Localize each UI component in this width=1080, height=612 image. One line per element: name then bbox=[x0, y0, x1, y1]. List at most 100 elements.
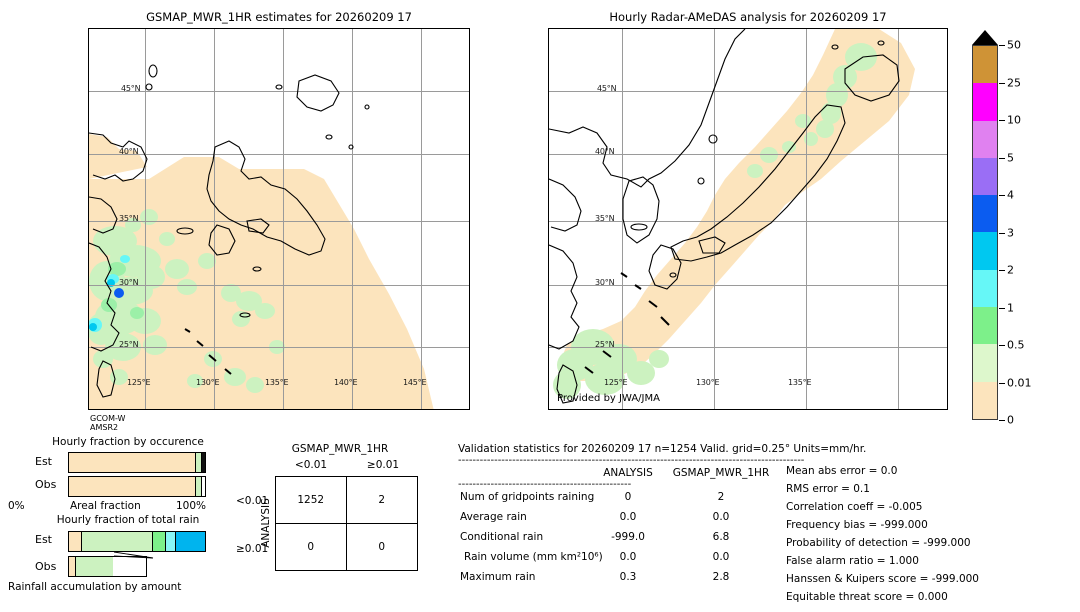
lon-label-130: 130°E bbox=[196, 378, 220, 387]
colorbar-bands bbox=[972, 45, 998, 420]
lat-label-40: 40°N bbox=[595, 147, 615, 156]
error-metric-5: False alarm ratio = 1.000 bbox=[786, 555, 919, 567]
occurrence-est-segment-2 bbox=[202, 453, 205, 472]
sensor-name-label: AMSR2 bbox=[90, 423, 119, 432]
validation-estimate-1: 0.0 bbox=[712, 511, 730, 523]
error-metric-0: Mean abs error = 0.0 bbox=[786, 465, 898, 477]
contingency-row-header-ge: ≥0.01 bbox=[236, 543, 269, 555]
contingency-cell-hit-miss: 1252 bbox=[276, 477, 347, 524]
gridline-lat-25 bbox=[89, 347, 469, 348]
radar-map-canvas: 45°N 40°N 35°N 30°N 25°N 125°E 130°E 135… bbox=[549, 29, 947, 409]
precipitation-colorbar[interactable]: 50 25 10 5 4 3 2 1 0.5 0.01 0 bbox=[968, 30, 1032, 426]
colorbar-label-50: 50 bbox=[1007, 38, 1021, 52]
error-metric-7: Equitable threat score = 0.000 bbox=[786, 591, 948, 603]
total-rain-obs-segment-1 bbox=[76, 557, 114, 576]
contingency-cell-hit: 0 bbox=[378, 540, 386, 553]
contingency-cell-miss: 0 bbox=[276, 523, 347, 570]
gridline-lon-135 bbox=[806, 29, 807, 409]
lat-label-35: 35°N bbox=[595, 214, 615, 223]
gridline-lon-140 bbox=[352, 29, 353, 409]
validation-rule-mid: ----------------------------------------… bbox=[458, 479, 632, 490]
colorbar-tick-1 bbox=[999, 307, 1005, 309]
validation-rule-top: ----------------------------------------… bbox=[458, 455, 805, 466]
total-rain-est-segment-3 bbox=[165, 532, 177, 551]
validation-heading: Validation statistics for 20260209 17 n=… bbox=[458, 443, 867, 455]
colorbar-label-1: 1 bbox=[1007, 301, 1014, 314]
colorbar-band-7 bbox=[973, 307, 997, 345]
colorbar-tick-5 bbox=[999, 157, 1005, 159]
validation-row-label-3: Rain volume (mm km²10⁶) bbox=[464, 551, 603, 563]
gridline-lat-40 bbox=[89, 154, 469, 155]
colorbar-band-1 bbox=[973, 83, 997, 121]
colorbar-band-9 bbox=[973, 381, 997, 419]
peak-rain-pixel bbox=[114, 288, 124, 298]
contingency-table[interactable]: GSMAP_MWR_1HR <0.01 ≥0.01 <0.01 ≥0.01 AN… bbox=[236, 443, 425, 583]
lon-label-125: 125°E bbox=[604, 378, 628, 387]
gridline-lat-35 bbox=[89, 221, 469, 222]
gridline-lon-135 bbox=[283, 29, 284, 409]
colorbar-band-5 bbox=[973, 232, 997, 270]
colorbar-overflow-arrow-icon bbox=[972, 30, 998, 45]
colorbar-label-0.01: 0.01 bbox=[1007, 376, 1032, 389]
validation-row-label-1: Average rain bbox=[460, 511, 527, 523]
contingency-axis-label: ANALYSIS bbox=[259, 498, 272, 548]
lon-label-130: 130°E bbox=[696, 378, 720, 387]
provider-label: Provided by JWA/JMA bbox=[557, 393, 660, 404]
colorbar-label-0: 0 bbox=[1007, 413, 1014, 427]
validation-analysis-2: -999.0 bbox=[611, 531, 645, 543]
bar-connector-lines bbox=[113, 551, 154, 559]
occurrence-row-label-est: Est bbox=[35, 455, 52, 468]
occurrence-row-label-obs: Obs bbox=[35, 478, 57, 491]
total-rain-bar-est[interactable] bbox=[68, 531, 206, 552]
lon-label-135: 135°E bbox=[265, 378, 289, 387]
colorbar-tick-10 bbox=[999, 120, 1005, 121]
colorbar-tick-25 bbox=[999, 82, 1005, 84]
gridline-lat-30 bbox=[89, 285, 469, 286]
gridline-lon-130 bbox=[714, 29, 715, 409]
lat-label-45: 45°N bbox=[597, 84, 617, 93]
right-panel-title: Hourly Radar-AMeDAS analysis for 2026020… bbox=[609, 10, 887, 24]
occurrence-est-segment-1 bbox=[196, 453, 202, 472]
radar-amedas-map[interactable]: 45°N 40°N 35°N 30°N 25°N 125°E 130°E 135… bbox=[548, 28, 948, 410]
colorbar-tick-3 bbox=[999, 232, 1005, 234]
contingency-cell-false-alarm: 2 bbox=[346, 477, 417, 524]
gsmap-estimate-map[interactable]: 45°N 40°N 35°N 30°N 25°N 125°E 130°E 135… bbox=[88, 28, 470, 410]
occurrence-chart-title: Hourly fraction by occurence bbox=[52, 436, 204, 448]
gridline-lat-25 bbox=[549, 347, 947, 348]
lon-label-135: 135°E bbox=[788, 378, 812, 387]
gridline-lon-130 bbox=[214, 29, 215, 409]
colorbar-label-3: 3 bbox=[1007, 226, 1014, 239]
lat-label-25: 25°N bbox=[119, 340, 139, 349]
colorbar-tick-50 bbox=[999, 45, 1005, 46]
validation-row-label-2: Conditional rain bbox=[460, 531, 544, 543]
total-rain-row-label-obs: Obs bbox=[35, 560, 57, 573]
validation-row-label-0: Num of gridpoints raining bbox=[460, 491, 595, 503]
total-rain-est-segment-0 bbox=[69, 532, 82, 551]
lon-label-140: 140°E bbox=[334, 378, 358, 387]
validation-estimate-2: 6.8 bbox=[712, 531, 730, 543]
colorbar-label-5: 5 bbox=[1007, 151, 1014, 164]
occurrence-bar-obs[interactable] bbox=[68, 476, 206, 497]
colorbar-label-25: 25 bbox=[1007, 76, 1021, 89]
gridline-lon-125 bbox=[622, 29, 623, 409]
lat-label-40: 40°N bbox=[119, 147, 139, 156]
gridline-lon-125 bbox=[145, 29, 146, 409]
validation-analysis-0: 0 bbox=[624, 491, 632, 503]
colorbar-band-3 bbox=[973, 157, 997, 196]
occurrence-obs-segment-0 bbox=[69, 477, 197, 496]
error-metric-2: Correlation coeff = -0.005 bbox=[786, 501, 923, 513]
validation-statistics: Validation statistics for 20260209 17 n=… bbox=[458, 443, 1074, 608]
gridline-lon-145 bbox=[421, 29, 422, 409]
gridline-lat-30 bbox=[549, 285, 947, 286]
colorbar-label-4: 4 bbox=[1007, 188, 1014, 202]
error-metric-6: Hanssen & Kuipers score = -999.000 bbox=[786, 573, 979, 585]
total-rain-chart-title: Hourly fraction of total rain bbox=[56, 514, 200, 526]
colorbar-tick-2 bbox=[999, 270, 1005, 271]
occurrence-axis-min: 0% bbox=[8, 500, 25, 512]
colorbar-tick-0.5 bbox=[999, 345, 1005, 346]
contingency-col-header-lt: <0.01 bbox=[294, 459, 328, 471]
total-rain-obs-segment-0 bbox=[69, 557, 77, 576]
occurrence-bar-est[interactable] bbox=[68, 452, 206, 473]
colorbar-label-10: 10 bbox=[1007, 113, 1021, 127]
total-rain-bar-obs[interactable] bbox=[68, 556, 148, 577]
